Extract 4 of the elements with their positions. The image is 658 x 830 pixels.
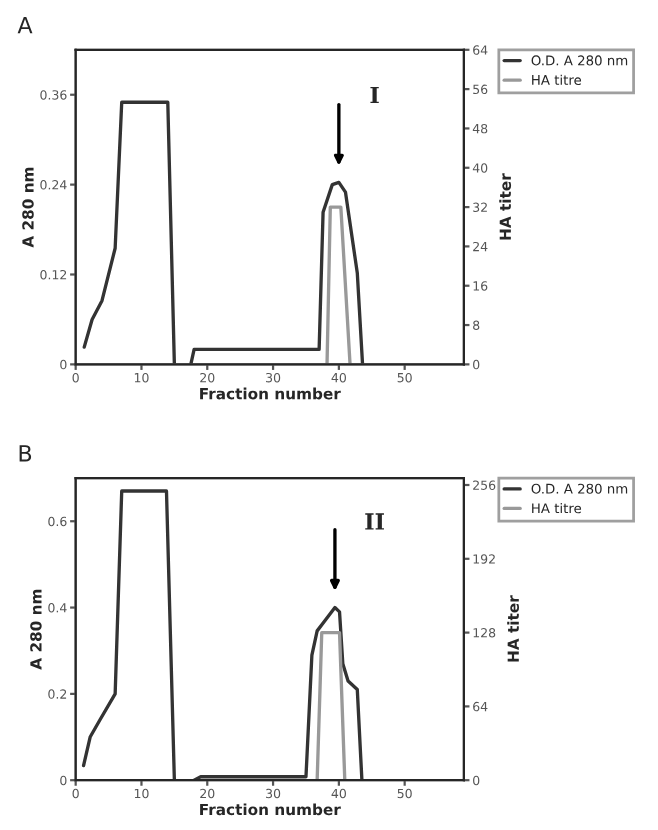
annotation: II — [365, 513, 384, 530]
annotation: I — [370, 86, 379, 104]
chart-title: B — [19, 445, 32, 462]
chart-title: A — [17, 16, 33, 34]
